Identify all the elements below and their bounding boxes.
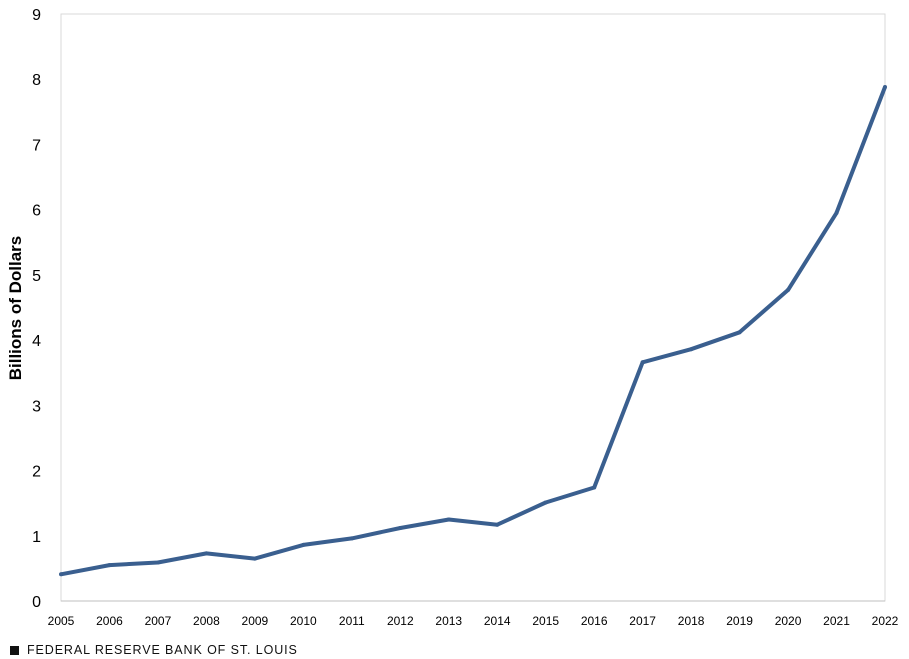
x-tick-labels: 2005 2006 2007 2008 2009 2010 2011 2012 2013 2014… xyxy=(48,614,899,628)
data-point xyxy=(543,500,548,505)
x-tick-label: 2019 xyxy=(726,614,753,628)
x-tick-label: 2005 xyxy=(48,614,75,628)
x-tick-label: 2013 xyxy=(435,614,462,628)
data-point xyxy=(786,287,791,292)
data-point xyxy=(398,525,403,530)
data-point xyxy=(689,347,694,352)
x-tick-label: 2017 xyxy=(629,614,656,628)
x-tick-label: 2008 xyxy=(193,614,220,628)
x-tick-label: 2010 xyxy=(290,614,317,628)
data-point xyxy=(107,563,112,568)
x-tick-label: 2016 xyxy=(581,614,608,628)
x-tick-label: 2018 xyxy=(678,614,705,628)
data-point xyxy=(446,517,451,522)
y-tick-label: 6 xyxy=(32,203,41,220)
data-point xyxy=(883,85,887,90)
data-point xyxy=(592,485,597,490)
y-tick-label: 1 xyxy=(32,529,41,546)
x-tick-label: 2007 xyxy=(145,614,172,628)
data-point xyxy=(204,551,209,556)
data-point xyxy=(301,542,306,547)
y-tick-label: 7 xyxy=(32,137,41,154)
series-group xyxy=(59,85,887,577)
x-tick-label: 2020 xyxy=(775,614,802,628)
x-tick-label: 2015 xyxy=(532,614,559,628)
data-point xyxy=(59,572,63,577)
y-tick-label: 5 xyxy=(32,268,41,285)
data-point xyxy=(640,360,645,365)
footer-source-text: FEDERAL RESERVE BANK OF ST. LOUIS xyxy=(27,643,298,657)
data-point xyxy=(495,522,500,527)
footer-source: FEDERAL RESERVE BANK OF ST. LOUIS xyxy=(10,643,298,657)
x-tick-label: 2014 xyxy=(484,614,511,628)
y-tick-labels: 0 1 2 3 4 5 6 7 8 9 xyxy=(32,7,41,611)
y-tick-label: 0 xyxy=(32,594,41,611)
y-tick-label: 8 xyxy=(32,72,41,89)
y-tick-label: 4 xyxy=(32,333,41,350)
x-tick-label: 2021 xyxy=(823,614,850,628)
x-tick-label: 2011 xyxy=(339,614,365,628)
plot-area xyxy=(60,13,886,602)
data-point xyxy=(349,536,354,541)
y-axis-label: Billions of Dollars xyxy=(6,236,25,381)
data-point xyxy=(252,556,257,561)
y-tick-label: 3 xyxy=(32,398,41,415)
x-tick-label: 2009 xyxy=(242,614,269,628)
x-tick-label: 2006 xyxy=(96,614,123,628)
data-point xyxy=(737,330,742,335)
y-tick-label: 2 xyxy=(32,464,41,481)
data-point xyxy=(834,210,839,215)
data-point xyxy=(155,560,160,565)
x-tick-label: 2012 xyxy=(387,614,414,628)
y-tick-label: 9 xyxy=(32,7,41,24)
series-line xyxy=(60,86,887,577)
x-tick-label: 2022 xyxy=(872,614,899,628)
footer-square-icon xyxy=(10,645,19,655)
